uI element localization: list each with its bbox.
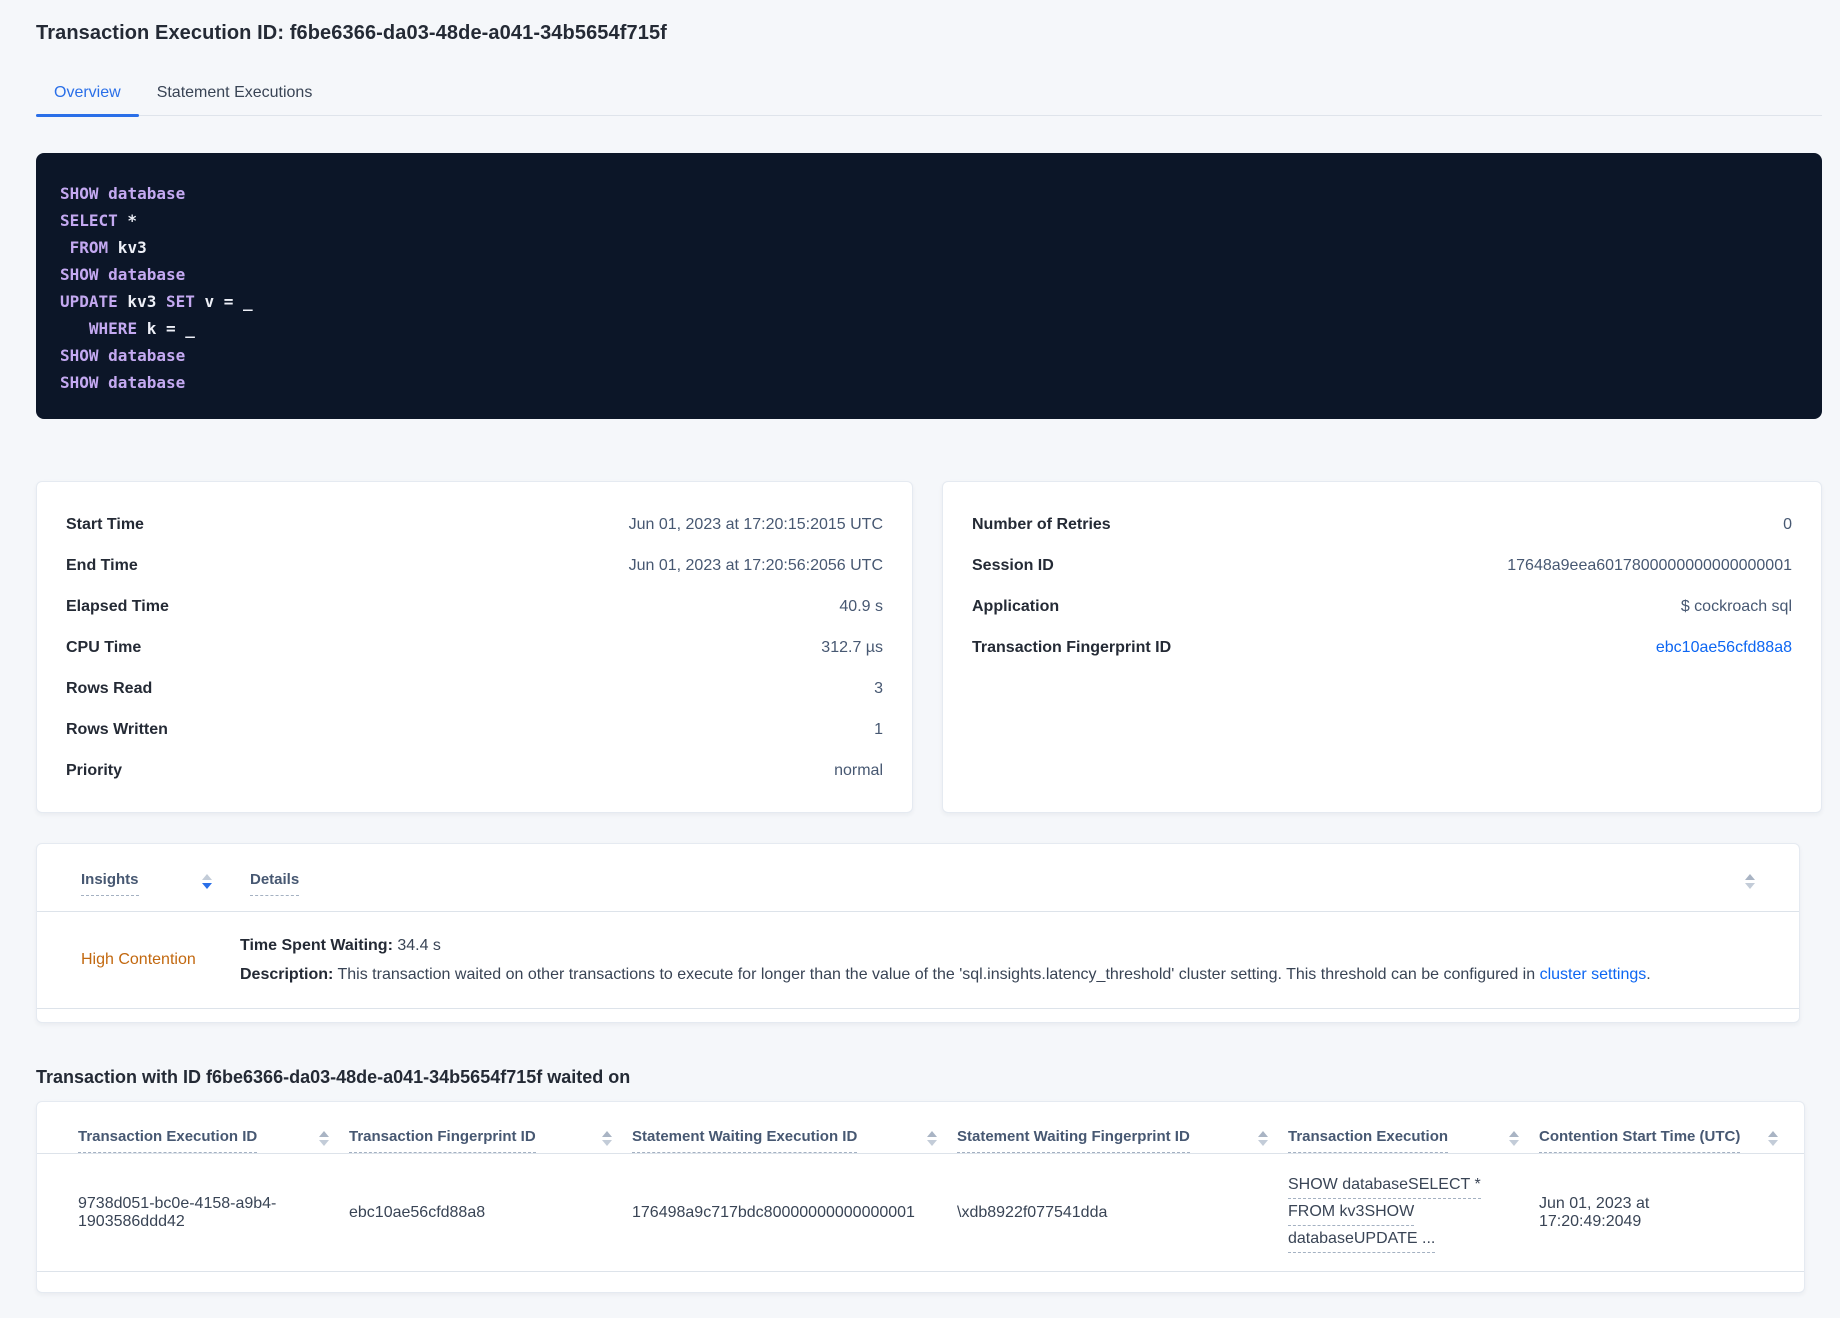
summary-row: Number of Retries 0: [972, 504, 1792, 545]
summary-card-right: Number of Retries 0 Session ID 17648a9eea6…: [942, 481, 1822, 813]
high-contention-badge: High Contention: [81, 951, 196, 968]
summary-row: Session ID 17648a9eea60178000000000000000…: [972, 545, 1792, 586]
sort-icon[interactable]: [1258, 1128, 1268, 1146]
cell-statement-waiting-fingerprint-id: \xdb8922f077541dda: [957, 1203, 1108, 1221]
rows-written-value: 1: [874, 720, 883, 738]
transaction-fingerprint-label: Transaction Fingerprint ID: [972, 638, 1172, 656]
cpu-time-label: CPU Time: [66, 638, 142, 656]
waited-on-heading: Transaction with ID f6be6366-da03-48de-a…: [36, 1067, 631, 1087]
summary-row: Transaction Fingerprint ID ebc10ae56cfd88…: [972, 627, 1792, 668]
sort-icon[interactable]: [1509, 1128, 1519, 1146]
rows-read-label: Rows Read: [66, 679, 153, 697]
summary-row: Rows Read 3: [66, 668, 883, 709]
cell-statement-waiting-execution-id: 176498a9c717bdc80000000000000001: [632, 1203, 915, 1221]
summary-card-left: Start Time Jun 01, 2023 at 17:20:15:2015 …: [36, 481, 913, 813]
end-time-value: Jun 01, 2023 at 17:20:56:2056 UTC: [628, 556, 883, 574]
cell-transaction-execution[interactable]: SHOW databaseSELECT * FROM kv3SHOW datab…: [1288, 1172, 1539, 1253]
description-suffix: .: [1646, 965, 1651, 983]
sort-icon[interactable]: [202, 871, 212, 889]
priority-label: Priority: [66, 761, 123, 779]
application-label: Application: [972, 597, 1060, 615]
sql-code-block: SHOW database SELECT * FROM kv3 SHOW datab…: [36, 153, 1822, 419]
retries-value: 0: [1783, 515, 1792, 533]
transaction-fingerprint-link[interactable]: ebc10ae56cfd88a8: [1655, 638, 1792, 656]
column-header-statement-waiting-fingerprint-id[interactable]: Statement Waiting Fingerprint ID: [957, 1128, 1288, 1153]
summary-row: Application $ cockroach sql: [972, 586, 1792, 627]
column-header-statement-waiting-execution-id[interactable]: Statement Waiting Execution ID: [632, 1128, 957, 1153]
retries-label: Number of Retries: [972, 515, 1111, 533]
tab-statement-executions[interactable]: Statement Executions: [156, 84, 313, 101]
sort-icon[interactable]: [602, 1128, 612, 1146]
application-value: $ cockroach sql: [1680, 597, 1792, 615]
description-label: Description:: [240, 965, 334, 983]
time-spent-waiting-label: Time Spent Waiting:: [240, 936, 393, 954]
column-header-transaction-execution-id[interactable]: Transaction Execution ID: [78, 1128, 349, 1153]
insight-row: High Contention Time Spent Waiting: 34.4…: [37, 912, 1799, 1009]
summary-row: Elapsed Time 40.9 s: [66, 586, 883, 627]
page-title: Transaction Execution ID: f6be6366-da03-…: [36, 22, 667, 44]
summary-cards: Start Time Jun 01, 2023 at 17:20:15:2015 …: [36, 481, 1840, 813]
rows-read-value: 3: [874, 679, 883, 697]
summary-row: Rows Written 1: [66, 709, 883, 750]
end-time-label: End Time: [66, 556, 138, 574]
sort-icon[interactable]: [319, 1128, 329, 1146]
tab-bar: Overview Statement Executions: [36, 75, 1822, 117]
insight-details: Time Spent Waiting: 34.4 s Description: …: [240, 937, 1651, 984]
cell-transaction-fingerprint-id: ebc10ae56cfd88a8: [349, 1203, 486, 1221]
waited-on-card: Transaction Execution ID Transaction Fin…: [36, 1101, 1805, 1293]
session-id-label: Session ID: [972, 556, 1054, 574]
time-spent-waiting-value: 34.4 s: [392, 936, 441, 954]
cell-transaction-execution-id: 9738d051-bc0e-4158-a9b4-1903586ddd42: [78, 1194, 277, 1230]
cpu-time-value: 312.7 µs: [821, 638, 883, 656]
sort-icon[interactable]: [927, 1128, 937, 1146]
column-header-transaction-fingerprint-id[interactable]: Transaction Fingerprint ID: [349, 1128, 632, 1153]
insights-card: Insights Details High Contention Time Sp…: [36, 843, 1800, 1023]
cell-contention-start-time: Jun 01, 2023 at 17:20:49:2049: [1539, 1194, 1650, 1230]
column-header-transaction-execution[interactable]: Transaction Execution: [1288, 1128, 1539, 1153]
session-id-value: 17648a9eea6017800000000000000001: [1507, 556, 1792, 574]
summary-row: Start Time Jun 01, 2023 at 17:20:15:2015 …: [66, 504, 883, 545]
tab-overview[interactable]: Overview: [36, 75, 139, 117]
summary-row: Priority normal: [66, 750, 883, 791]
rows-written-label: Rows Written: [66, 720, 168, 738]
column-header-details[interactable]: Details: [250, 871, 300, 896]
summary-row: CPU Time 312.7 µs: [66, 627, 883, 668]
start-time-value: Jun 01, 2023 at 17:20:15:2015 UTC: [628, 515, 883, 533]
description-text: This transaction waited on other transac…: [333, 965, 1540, 983]
summary-row: End Time Jun 01, 2023 at 17:20:56:2056 UT…: [66, 545, 883, 586]
elapsed-time-label: Elapsed Time: [66, 597, 169, 615]
start-time-label: Start Time: [66, 515, 144, 533]
details-column-label: Details: [250, 871, 300, 896]
cluster-settings-link[interactable]: cluster settings: [1539, 965, 1647, 983]
elapsed-time-value: 40.9 s: [839, 597, 883, 615]
waited-table-header: Transaction Execution ID Transaction Fin…: [37, 1102, 1804, 1154]
sort-icon[interactable]: [1768, 1128, 1778, 1146]
waited-table-row: 9738d051-bc0e-4158-a9b4-1903586ddd42 ebc…: [37, 1154, 1804, 1272]
sort-icon[interactable]: [1745, 871, 1755, 889]
insights-table-header: Insights Details: [37, 844, 1799, 912]
column-header-contention-start-time[interactable]: Contention Start Time (UTC): [1539, 1128, 1778, 1153]
priority-value: normal: [834, 761, 883, 779]
column-header-insights[interactable]: Insights: [81, 871, 202, 896]
insights-column-label: Insights: [81, 871, 139, 896]
